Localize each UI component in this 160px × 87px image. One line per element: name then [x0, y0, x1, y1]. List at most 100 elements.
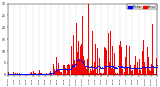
Legend: Median, Actual: Median, Actual: [127, 4, 157, 9]
Point: [76, 60, 78, 61]
Point: [124, 66, 126, 67]
Point: [123, 66, 126, 67]
Point: [123, 66, 125, 68]
Point: [59, 68, 61, 69]
Point: [117, 65, 120, 67]
Point: [94, 68, 97, 69]
Point: [121, 65, 123, 67]
Point: [44, 73, 47, 75]
Point: [148, 66, 150, 68]
Point: [27, 73, 30, 75]
Point: [142, 66, 145, 68]
Point: [95, 67, 97, 69]
Point: [140, 67, 143, 69]
Point: [51, 72, 53, 74]
Point: [102, 67, 105, 69]
Point: [39, 73, 41, 75]
Point: [81, 61, 84, 62]
Point: [147, 66, 150, 68]
Point: [112, 66, 115, 68]
Point: [117, 67, 120, 68]
Point: [101, 67, 104, 69]
Point: [58, 68, 61, 69]
Point: [101, 67, 103, 68]
Point: [142, 66, 144, 68]
Point: [88, 66, 91, 68]
Point: [11, 73, 13, 75]
Point: [152, 66, 155, 67]
Point: [64, 68, 66, 70]
Point: [144, 66, 146, 68]
Point: [140, 68, 142, 69]
Point: [137, 68, 140, 69]
Point: [32, 73, 34, 74]
Point: [14, 73, 16, 75]
Point: [29, 73, 32, 74]
Point: [155, 66, 157, 67]
Point: [41, 73, 44, 75]
Point: [109, 66, 112, 68]
Point: [7, 73, 9, 75]
Point: [82, 62, 85, 64]
Point: [67, 68, 70, 69]
Point: [122, 66, 125, 67]
Point: [139, 67, 141, 69]
Point: [100, 67, 102, 68]
Point: [54, 70, 57, 71]
Point: [21, 73, 24, 75]
Point: [54, 70, 56, 72]
Point: [138, 68, 140, 69]
Point: [69, 68, 71, 69]
Point: [120, 66, 122, 67]
Point: [38, 73, 41, 75]
Point: [134, 68, 137, 69]
Point: [105, 66, 107, 67]
Point: [12, 73, 14, 75]
Point: [23, 73, 26, 75]
Point: [132, 67, 134, 69]
Point: [71, 66, 74, 67]
Point: [126, 66, 128, 67]
Point: [149, 66, 152, 67]
Point: [46, 73, 48, 74]
Point: [133, 68, 136, 69]
Point: [83, 63, 85, 65]
Point: [73, 64, 76, 66]
Point: [61, 68, 64, 69]
Point: [154, 66, 157, 68]
Point: [39, 73, 42, 75]
Point: [20, 73, 23, 75]
Point: [152, 66, 154, 67]
Point: [15, 73, 18, 75]
Point: [147, 66, 149, 68]
Point: [110, 65, 113, 67]
Point: [154, 66, 157, 68]
Point: [111, 65, 114, 67]
Point: [49, 72, 52, 74]
Point: [16, 73, 19, 75]
Point: [9, 73, 12, 75]
Point: [115, 67, 118, 68]
Point: [108, 66, 110, 67]
Point: [60, 68, 63, 69]
Point: [83, 64, 86, 65]
Point: [17, 73, 20, 75]
Point: [26, 73, 28, 75]
Point: [110, 65, 112, 67]
Point: [105, 66, 108, 67]
Point: [49, 72, 52, 74]
Point: [89, 66, 92, 67]
Point: [149, 66, 151, 68]
Point: [68, 68, 71, 70]
Point: [65, 68, 67, 70]
Point: [26, 73, 29, 75]
Point: [12, 73, 14, 75]
Point: [9, 73, 11, 75]
Point: [9, 73, 12, 75]
Point: [119, 65, 122, 67]
Point: [48, 73, 50, 74]
Point: [108, 66, 111, 67]
Point: [44, 73, 46, 75]
Point: [153, 66, 156, 68]
Point: [18, 73, 20, 75]
